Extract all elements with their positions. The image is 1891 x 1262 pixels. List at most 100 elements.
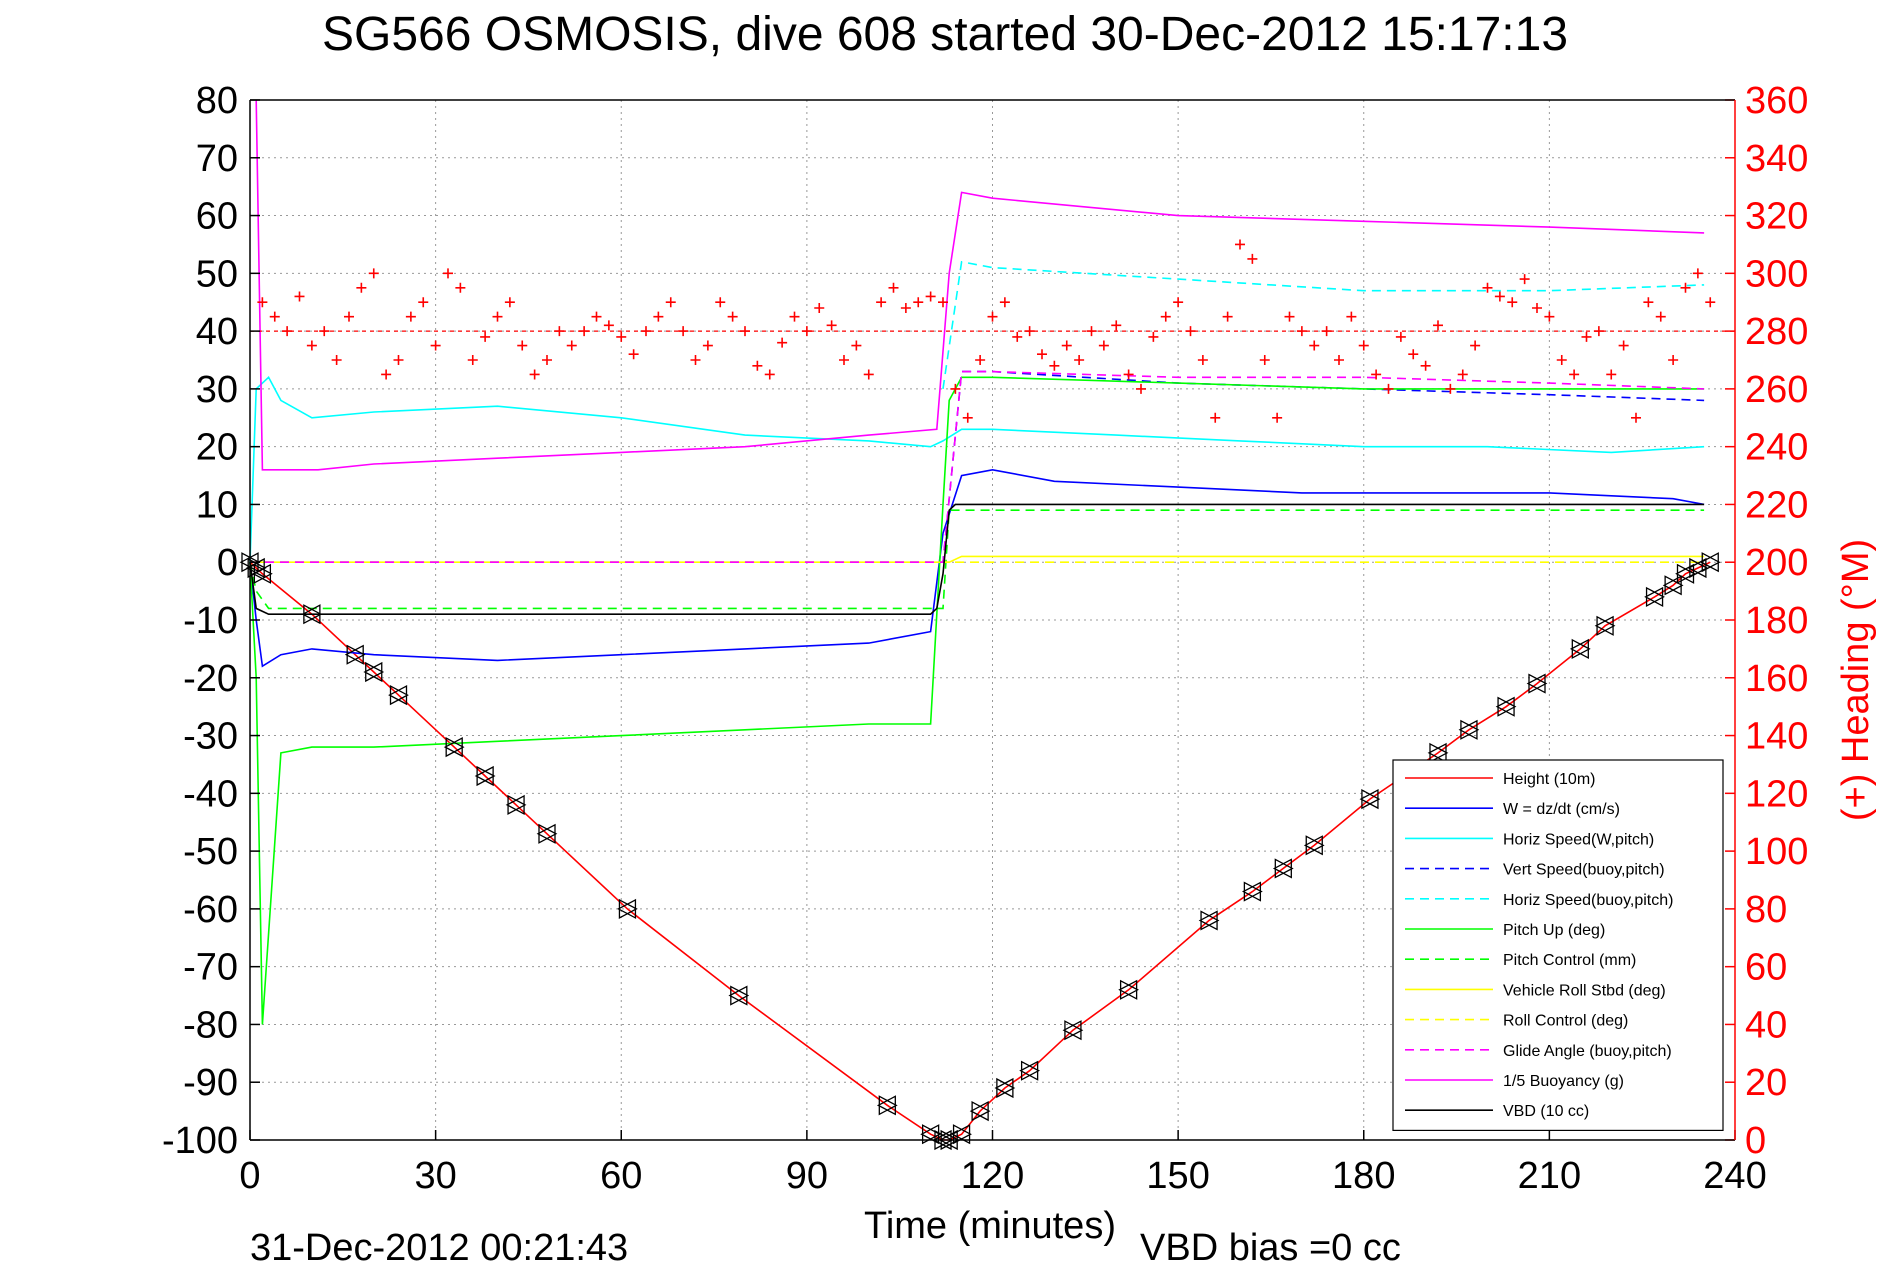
heading-point: [1049, 360, 1060, 371]
height-marker-left: [1019, 1060, 1039, 1081]
height-marker-left: [1644, 586, 1664, 607]
series-line-1-5-buoyancy-g: [255, 99, 1705, 471]
height-marker-left: [728, 985, 748, 1006]
right-tick-label: 100: [1745, 831, 1808, 873]
heading-point: [591, 311, 602, 322]
height-marker-left: [1241, 881, 1262, 902]
y-tick-label: -10: [183, 600, 238, 642]
heading-point: [344, 311, 354, 322]
right-axis-label: (+) Heading (°M): [1835, 539, 1877, 821]
heading-point: [789, 311, 800, 322]
heading-point: [975, 355, 986, 365]
series-line-glide-angle-buoy-pitch: [250, 370, 1705, 564]
heading-point: [381, 369, 392, 380]
y-tick-label: -80: [183, 1004, 238, 1046]
y-tick-label: 10: [196, 484, 238, 526]
heading-point: [1346, 311, 1357, 322]
heading-point: [641, 326, 651, 337]
heading-point: [863, 369, 874, 380]
heading-point: [1470, 340, 1481, 351]
height-marker-left: [876, 1095, 896, 1116]
height-marker-left: [951, 1124, 971, 1145]
heading-point: [678, 326, 689, 337]
heading-point: [1098, 340, 1109, 351]
heading-point: [1705, 297, 1716, 308]
y-tick-label: 50: [196, 253, 238, 295]
height-marker-left: [1303, 835, 1323, 856]
heading-point: [665, 297, 676, 308]
heading-point: [1334, 355, 1344, 365]
y-tick-label: -70: [183, 947, 238, 989]
right-tick-label: 260: [1745, 369, 1808, 411]
heading-point: [1160, 311, 1171, 322]
heading-point: [616, 331, 627, 342]
y-tick-label: 80: [196, 80, 238, 122]
heading-point: [715, 297, 726, 308]
heading-point: [480, 331, 491, 342]
heading-point: [999, 297, 1010, 308]
legend-label-height-10m: Height (10m): [1503, 771, 1595, 788]
heading-point: [1643, 297, 1654, 308]
y-tick-label: 30: [196, 369, 238, 411]
height-marker-left: [505, 794, 525, 815]
height-marker-left: [1594, 615, 1614, 636]
height-marker-left: [1687, 557, 1707, 579]
heading-point: [1556, 355, 1567, 365]
height-marker-left: [388, 685, 408, 706]
heading-point: [925, 291, 936, 302]
footer-vbd-bias: VBD bias =0 cc: [1140, 1227, 1401, 1262]
right-tick-label: 40: [1745, 1004, 1787, 1046]
heading-point: [900, 303, 911, 313]
series-line-horiz-speed-buoy-pitch: [942, 260, 1705, 390]
heading-point: [1668, 355, 1679, 365]
height-marker-left: [443, 737, 463, 758]
heading-point: [1309, 340, 1320, 351]
heading-point: [1123, 369, 1134, 380]
heading-point: [393, 355, 404, 365]
heading-point: [294, 291, 305, 302]
legend-label-glide-angle-buoy-pitch: Glide Angle (buoy,pitch): [1503, 1043, 1672, 1060]
y-tick-label: 40: [196, 311, 238, 353]
heading-point: [368, 268, 379, 279]
heading-point: [1544, 311, 1555, 322]
legend-label-pitch-control-mm: Pitch Control (mm): [1503, 952, 1636, 969]
legend-label-vert-speed-buoy-pitch: Vert Speed(buoy,pitch): [1503, 862, 1665, 879]
legend-label-w-dz-dt-cm-s: W = dz/dt (cm/s): [1503, 801, 1620, 818]
heading-point: [628, 349, 639, 360]
heading-point: [504, 297, 515, 308]
right-tick-label: 180: [1745, 600, 1808, 642]
height-marker-left: [969, 1101, 989, 1122]
heading-point: [1507, 297, 1518, 308]
height-marker-left: [1359, 789, 1379, 810]
heading-point: [1321, 326, 1332, 337]
heading-point: [1420, 360, 1431, 371]
heading-point: [962, 412, 973, 423]
x-tick-label: 90: [786, 1155, 828, 1197]
height-marker-left: [1198, 910, 1218, 931]
heading-point: [1024, 326, 1035, 337]
heading-point: [777, 337, 788, 348]
height-marker-left: [994, 1077, 1014, 1099]
y-tick-label: -60: [183, 889, 238, 931]
heading-point: [405, 311, 416, 322]
y-tick-label: -100: [162, 1120, 238, 1162]
height-marker-left: [1118, 979, 1138, 1000]
heading-series: [250, 239, 1735, 423]
right-tick-label: 200: [1745, 542, 1808, 584]
heading-point: [1012, 331, 1023, 342]
series-line-w-dz-dt-cm-s: [249, 468, 1705, 668]
x-axis-label: Time (minutes): [864, 1205, 1116, 1247]
heading-point: [876, 297, 887, 308]
height-marker-left: [1675, 563, 1695, 584]
heading-point: [727, 311, 738, 322]
heading-point: [542, 355, 552, 365]
heading-point: [467, 355, 478, 365]
heading-point: [554, 326, 565, 337]
heading-point: [1494, 291, 1505, 302]
heading-point: [1061, 340, 1072, 351]
heading-point: [801, 326, 812, 337]
heading-point: [702, 340, 713, 351]
y-tick-label: -40: [183, 773, 238, 815]
heading-point: [1395, 331, 1406, 342]
